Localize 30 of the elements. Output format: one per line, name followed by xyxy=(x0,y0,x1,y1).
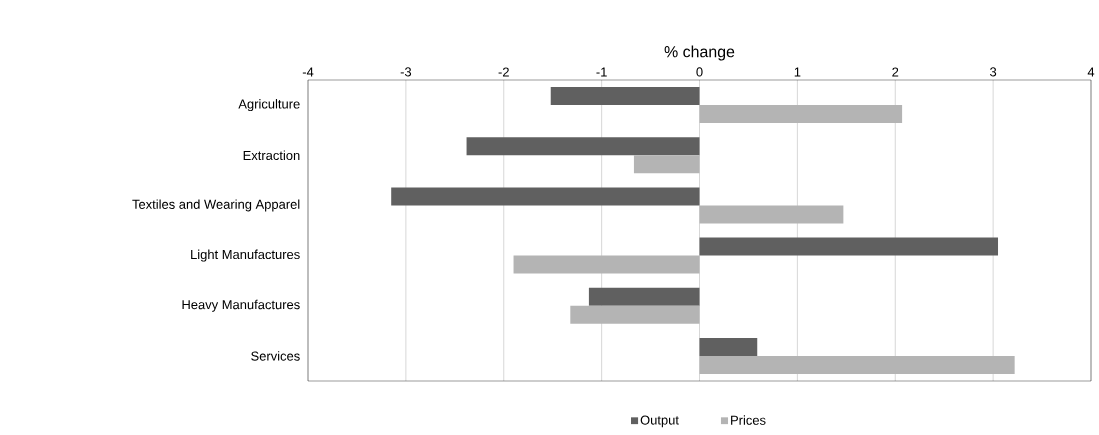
y-tick-label: Extraction xyxy=(243,150,300,161)
bar xyxy=(699,237,999,256)
x-tick-label: 2 xyxy=(892,67,899,77)
bar xyxy=(466,137,700,156)
x-tick-label: 4 xyxy=(1087,67,1095,77)
bar xyxy=(550,87,700,106)
bar xyxy=(513,255,700,274)
bar xyxy=(570,305,700,324)
x-axis-title: % change xyxy=(664,45,735,61)
bar xyxy=(699,105,903,124)
x-tick-label: -2 xyxy=(498,67,509,77)
x-tick-label: -3 xyxy=(400,67,412,77)
bar xyxy=(699,337,758,356)
x-tick-label: 1 xyxy=(794,67,801,77)
bar xyxy=(699,355,1015,374)
bar xyxy=(699,205,844,224)
y-tick-label: Agriculture xyxy=(238,99,300,112)
bar xyxy=(588,287,700,306)
x-tick-label: 0 xyxy=(696,67,703,77)
x-tick-label: -4 xyxy=(302,67,314,77)
y-tick-label: Light Manufactures xyxy=(191,249,300,262)
y-tick-label: Services xyxy=(251,351,300,361)
y-tick-label: Heavy Manufactures xyxy=(182,299,300,312)
legend-label: Output xyxy=(640,415,679,428)
x-tick-label: 3 xyxy=(990,67,997,77)
legend-label: Prices xyxy=(731,415,766,425)
bar xyxy=(633,155,700,174)
bar xyxy=(391,187,700,206)
y-tick-label: Textiles and Wearing Apparel xyxy=(132,199,300,212)
x-tick-label: -1 xyxy=(596,67,607,77)
